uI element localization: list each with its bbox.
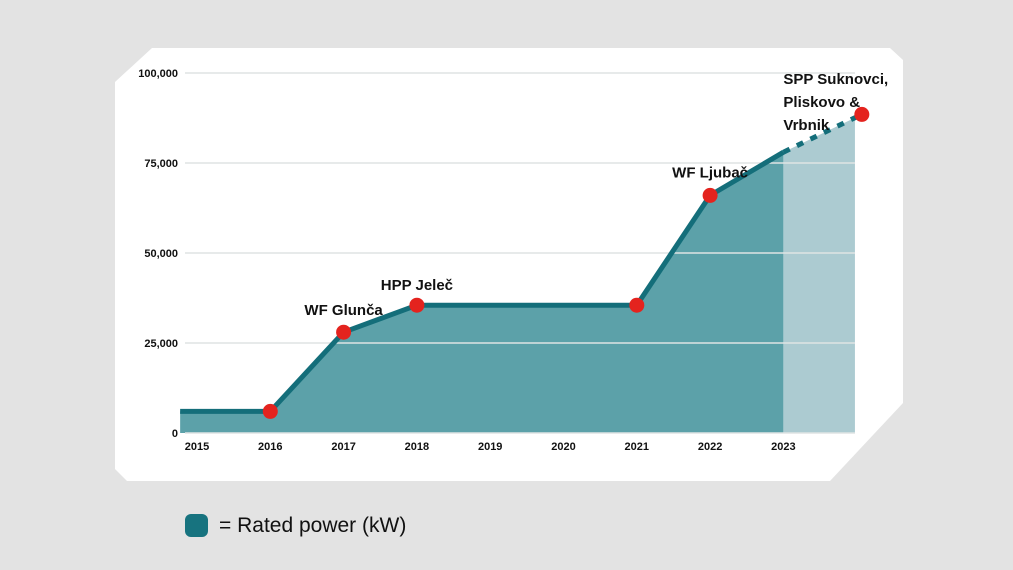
annotation-label: HPP Jeleč: [381, 277, 453, 294]
x-tick-label: 2019: [478, 441, 502, 453]
data-point-dot: [629, 297, 645, 313]
legend: = Rated power (kW): [185, 512, 406, 539]
data-point-dot: [409, 297, 425, 313]
annotation-label: WF Glunča: [304, 302, 383, 319]
data-point-dot: [854, 106, 870, 122]
legend-swatch: [185, 514, 208, 537]
x-tick-label: 2021: [625, 441, 649, 453]
x-tick-label: 2022: [698, 441, 722, 453]
x-tick-label: 2017: [331, 441, 355, 453]
y-tick-label: 25,000: [144, 338, 178, 350]
annotation-label: SPP Suknovci, Pliskovo & Vrbnik: [783, 71, 888, 134]
x-tick-label: 2015: [185, 441, 209, 453]
y-tick-label: 75,000: [144, 158, 178, 170]
annotation-label: WF Ljubač: [672, 164, 748, 181]
rated-power-area-chart: 0 25,000 50,000 75,000 100,000 2015 2016 2017 20…: [138, 68, 888, 453]
area-fill: [180, 152, 784, 433]
data-point-dot: [262, 403, 278, 419]
projected-area-fill: [783, 117, 855, 433]
legend-label: = Rated power (kW): [219, 513, 407, 537]
data-point-dot: [702, 187, 718, 203]
x-tick-label: 2016: [258, 441, 282, 453]
y-tick-label: 50,000: [144, 248, 178, 260]
y-tick-label: 0: [172, 428, 178, 440]
x-tick-label: 2020: [551, 441, 575, 453]
data-point-dot: [336, 324, 352, 340]
chart-card: 0 25,000 50,000 75,000 100,000 2015 2016 2017 20…: [115, 48, 903, 481]
x-tick-label: 2023: [771, 441, 795, 453]
y-tick-label: 100,000: [138, 68, 178, 80]
x-tick-label: 2018: [405, 441, 429, 453]
